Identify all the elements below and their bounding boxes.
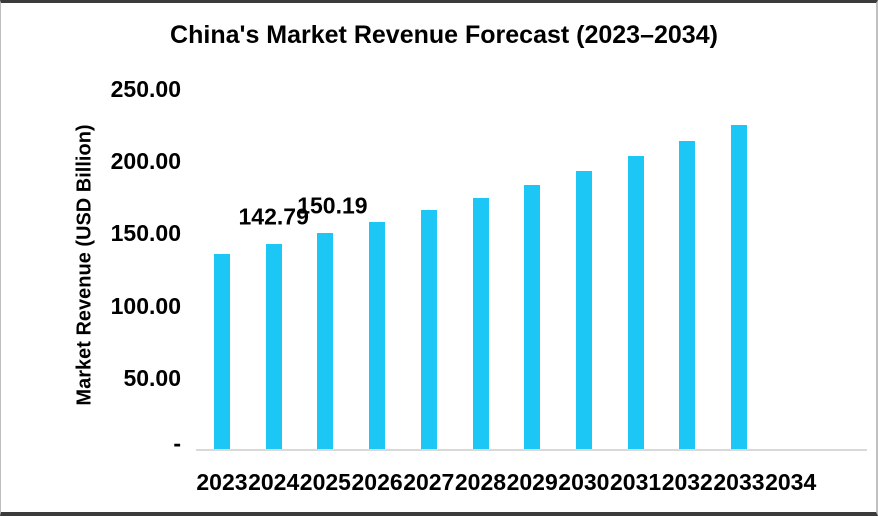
y-tick-label: 100.00 — [110, 292, 181, 319]
data-label-2024: 142.79 — [238, 203, 309, 230]
y-tick-label: 150.00 — [110, 220, 181, 247]
bar-2028 — [472, 197, 489, 450]
bar-2024 — [265, 243, 282, 450]
x-axis-label-2025: 2025 — [299, 469, 351, 495]
y-tick-label: 50.00 — [123, 364, 181, 391]
y-tick-label: 200.00 — [110, 148, 181, 175]
bar-2032 — [679, 141, 696, 450]
bar-2023 — [214, 253, 230, 450]
bar-2030 — [575, 170, 592, 450]
chart-title: China's Market Revenue Forecast (2023–20… — [170, 21, 718, 49]
x-axis-label-2033: 2033 — [713, 469, 765, 495]
x-axis-label-2023: 2023 — [196, 469, 248, 495]
x-axis-label-2026: 2026 — [351, 469, 403, 495]
x-axis-label-2029: 2029 — [506, 469, 558, 495]
x-axis-label-2024: 2024 — [248, 469, 300, 495]
x-axis-label-2028: 2028 — [454, 469, 507, 495]
bar-2026 — [369, 221, 386, 450]
x-axis-label-2030: 2030 — [558, 469, 610, 495]
x-axis-label-2032: 2032 — [661, 469, 713, 495]
x-axis-line — [196, 449, 867, 451]
data-label-2025: 150.19 — [297, 192, 368, 219]
bar-2033 — [731, 125, 747, 450]
y-tick-label: - — [173, 430, 181, 456]
bar-2025 — [317, 233, 334, 450]
bar-2029 — [524, 184, 541, 450]
x-axis-label-2027: 2027 — [403, 469, 455, 495]
bar-2031 — [627, 156, 644, 450]
x-axis-label-2031: 2031 — [610, 469, 662, 495]
x-axis-label-2034: 2034 — [765, 469, 817, 495]
bar-2027 — [420, 210, 437, 450]
y-tick-label: 250.00 — [110, 76, 181, 102]
